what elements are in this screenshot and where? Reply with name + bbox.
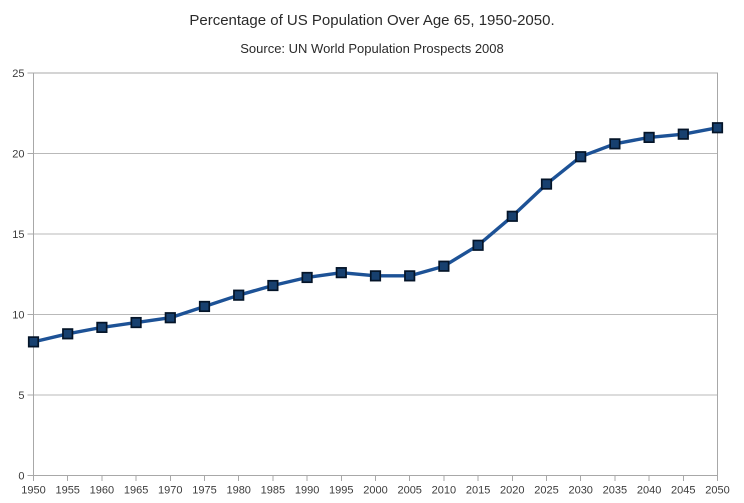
- y-tick-label: 10: [12, 310, 24, 322]
- data-point-marker: [472, 239, 484, 251]
- data-point-marker: [677, 128, 689, 140]
- data-point-marker: [711, 122, 724, 134]
- data-point-marker: [404, 270, 416, 282]
- y-tick-label: 0: [18, 471, 24, 483]
- data-point-marker: [335, 267, 347, 279]
- data-point-marker: [506, 210, 518, 222]
- data-point-marker: [233, 289, 245, 301]
- data-point-marker: [164, 312, 176, 324]
- data-series-line: [33, 126, 718, 344]
- y-tick-label: 15: [12, 229, 24, 241]
- data-point-marker: [438, 260, 450, 272]
- x-tick-label: 2050: [705, 485, 729, 497]
- chart-title: Percentage of US Population Over Age 65,…: [189, 12, 555, 29]
- data-point-marker: [609, 138, 621, 150]
- chart-subtitle: Source: UN World Population Prospects 20…: [240, 41, 504, 56]
- data-point-marker: [62, 328, 74, 340]
- data-point-marker: [198, 300, 211, 313]
- x-tick-label: 1985: [261, 485, 285, 497]
- y-tick-label: 5: [18, 390, 24, 402]
- y-tick-label: 20: [12, 149, 24, 161]
- y-tick-label: 25: [12, 68, 24, 80]
- x-tick-label: 2015: [466, 485, 490, 497]
- x-tick-label: 1975: [192, 485, 216, 497]
- x-tick-label: 2035: [603, 485, 627, 497]
- data-point-marker: [130, 316, 142, 329]
- data-point-marker: [540, 178, 553, 190]
- x-tick-label: 2005: [397, 485, 421, 497]
- x-tick-label: 2045: [671, 485, 695, 497]
- data-point-marker: [643, 131, 655, 143]
- x-tick-label: 2020: [500, 485, 524, 497]
- x-tick-label: 2010: [432, 485, 456, 497]
- x-tick-label: 1965: [124, 485, 148, 497]
- x-tick-label: 1980: [226, 485, 250, 497]
- x-tick-label: 1955: [55, 485, 79, 497]
- data-point-marker: [27, 336, 40, 348]
- data-point-markers: [27, 122, 724, 348]
- x-tick-label: 1960: [90, 485, 114, 497]
- data-point-marker: [96, 321, 108, 333]
- data-point-marker: [369, 270, 382, 282]
- gridlines: [33, 72, 718, 396]
- x-tick-label: 2025: [534, 485, 558, 497]
- x-tick-label: 2030: [568, 485, 592, 497]
- x-tick-label: 2000: [363, 485, 387, 497]
- x-tick-label: 1970: [158, 485, 182, 497]
- x-tick-label: 1995: [329, 485, 353, 497]
- x-tick-label: 1950: [21, 485, 45, 497]
- data-point-marker: [575, 151, 587, 163]
- x-tick-label: 2040: [637, 485, 661, 497]
- axes: [27, 72, 718, 481]
- data-point-marker: [301, 271, 313, 284]
- x-tick-label: 1990: [295, 485, 319, 497]
- data-point-marker: [267, 279, 279, 292]
